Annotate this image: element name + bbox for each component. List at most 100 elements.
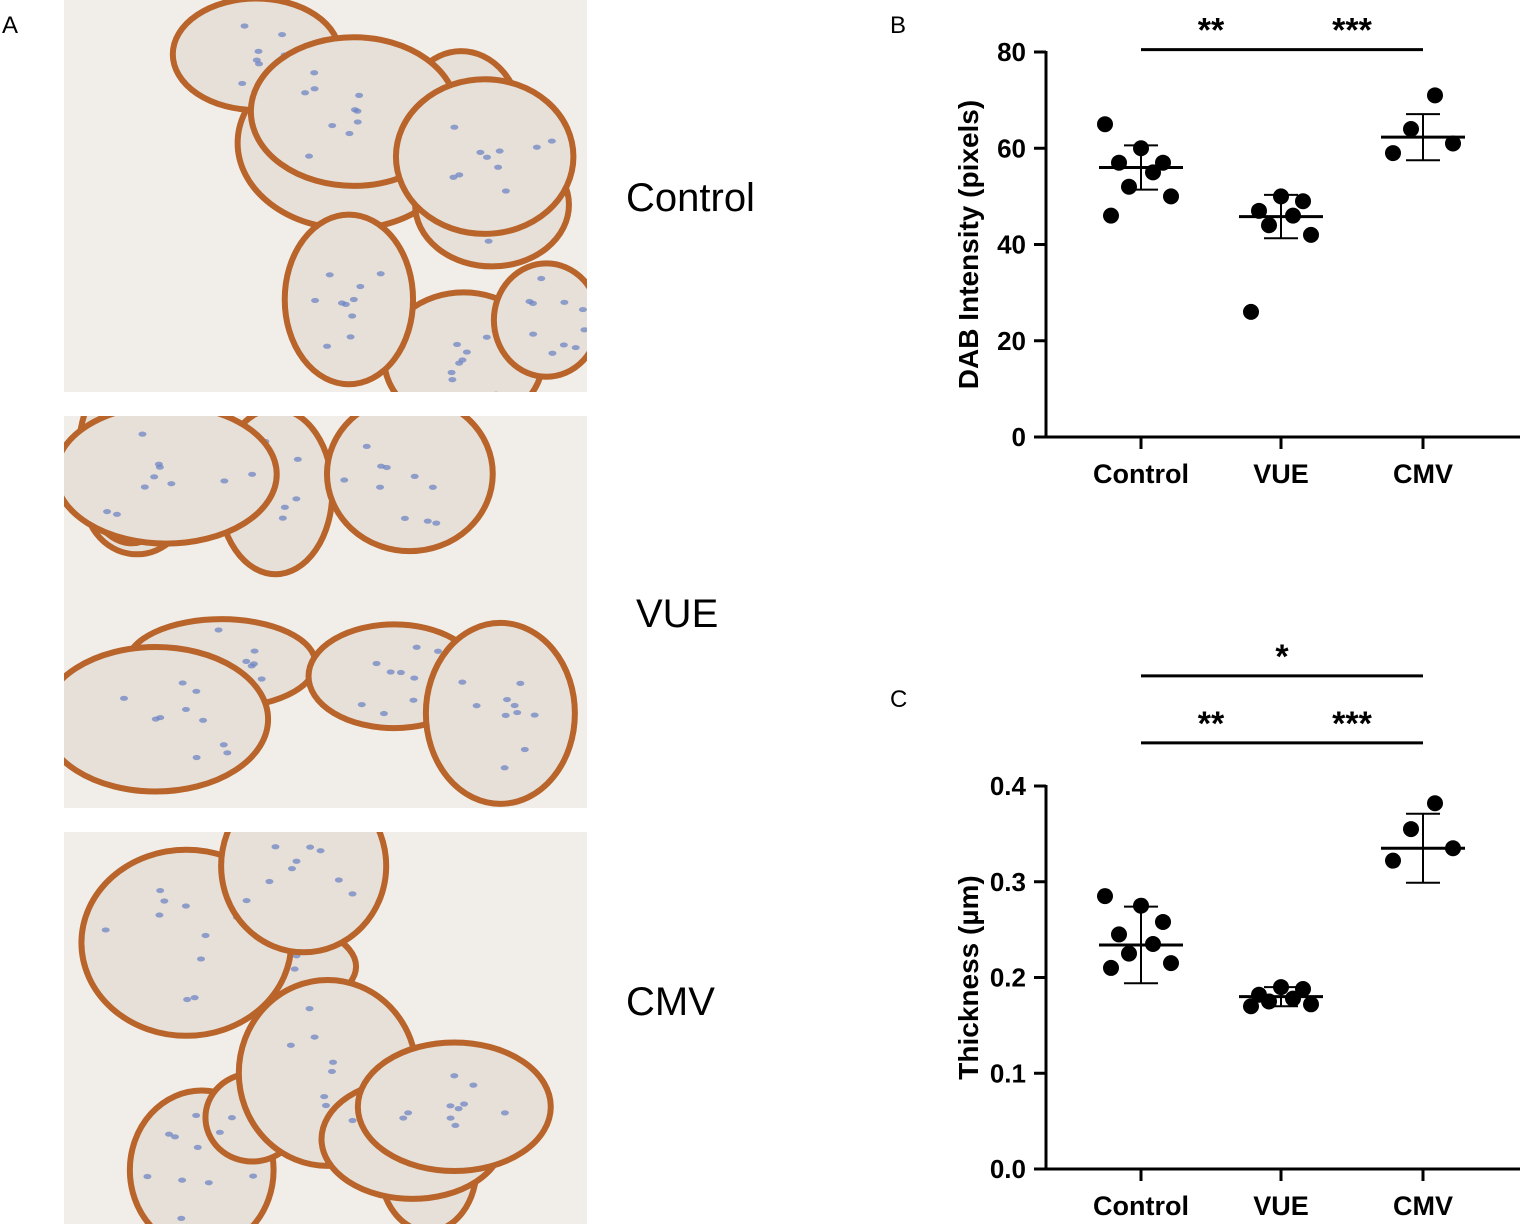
nucleus [322,1103,330,1108]
nucleus [560,342,568,347]
micrograph-vue-drawing [64,416,587,808]
nucleus [483,335,491,340]
nucleus [323,344,331,349]
nucleus [205,1180,213,1185]
nucleus [202,933,210,938]
nucleus [373,661,381,666]
nucleus [380,711,388,716]
nucleus [179,680,187,685]
nucleus [292,496,300,501]
y-tick-label: 0.3 [990,867,1026,897]
x-tick-label: VUE [1253,459,1309,489]
nucleus [537,276,545,281]
nucleus [548,138,556,143]
villus [327,416,493,551]
significance-label: ** [1198,705,1225,743]
y-tick-label: 60 [997,133,1026,163]
nucleus [469,1083,477,1088]
data-point [1427,87,1443,103]
nucleus [183,997,191,1002]
nucleus [513,710,521,715]
nucleus [496,148,504,153]
x-tick-label: VUE [1253,1191,1309,1221]
nucleus [529,332,537,337]
nucleus [281,505,289,510]
nucleus [320,1094,328,1099]
panel-letter-a: A [2,12,18,40]
nucleus [242,659,250,664]
nucleus [494,165,502,170]
nucleus [291,966,299,971]
nucleus [326,272,334,277]
nucleus [502,713,510,718]
nucleus [278,32,286,37]
micrograph-control [64,0,587,392]
micrograph-control-drawing [64,0,587,392]
data-point [1163,188,1179,204]
nucleus [335,877,343,882]
nucleus [194,1145,202,1150]
x-tick-label: Control [1093,1191,1189,1221]
nucleus [521,747,529,752]
y-tick-label: 20 [997,326,1026,356]
nucleus [279,516,287,521]
nucleus [450,1073,458,1078]
nucleus [377,271,385,276]
nucleus [223,750,231,755]
nucleus [156,715,164,720]
panel-letter-b: B [890,12,906,40]
nucleus [160,898,168,903]
nucleus [287,1043,295,1048]
nucleus [143,1174,151,1179]
y-tick-label: 0.2 [990,963,1026,993]
nucleus [463,349,471,354]
nucleus [241,23,249,28]
nucleus [317,848,325,853]
data-point [1403,821,1419,837]
data-point [1097,116,1113,132]
nucleus [193,755,201,760]
nucleus [503,697,511,702]
micrograph-vue [64,416,587,808]
nucleus [483,155,491,160]
nucleus [383,465,391,470]
villus [64,647,268,792]
data-point [1403,121,1419,137]
nucleus [447,1115,455,1120]
nucleus [102,927,110,932]
data-point [1111,926,1127,942]
nucleus [446,1103,454,1108]
nucleus [458,357,466,362]
data-point [1427,795,1443,811]
nucleus [409,698,417,703]
nucleus [120,696,128,701]
nucleus [429,485,437,490]
nucleus [182,903,190,908]
y-tick-label: 80 [997,37,1026,67]
data-point [1303,996,1319,1012]
nucleus [358,702,366,707]
nucleus [349,1118,357,1123]
nucleus [251,648,259,653]
nucleus [306,845,314,850]
nucleus [501,765,509,770]
nucleus [450,125,458,130]
nucleus [249,1173,257,1178]
x-tick-label: CMV [1393,459,1453,489]
nucleus [413,645,421,650]
data-point [1303,227,1319,243]
nucleus [306,1006,314,1011]
nucleus [453,342,461,347]
nucleus [192,1113,200,1118]
nucleus [434,649,442,654]
nucleus [340,477,348,482]
nucleus [376,485,384,490]
y-tick-label: 40 [997,230,1026,260]
nucleus [328,123,336,128]
nucleus [458,680,466,685]
nucleus [533,145,541,150]
nucleus [255,61,263,66]
nucleus [178,1178,186,1183]
